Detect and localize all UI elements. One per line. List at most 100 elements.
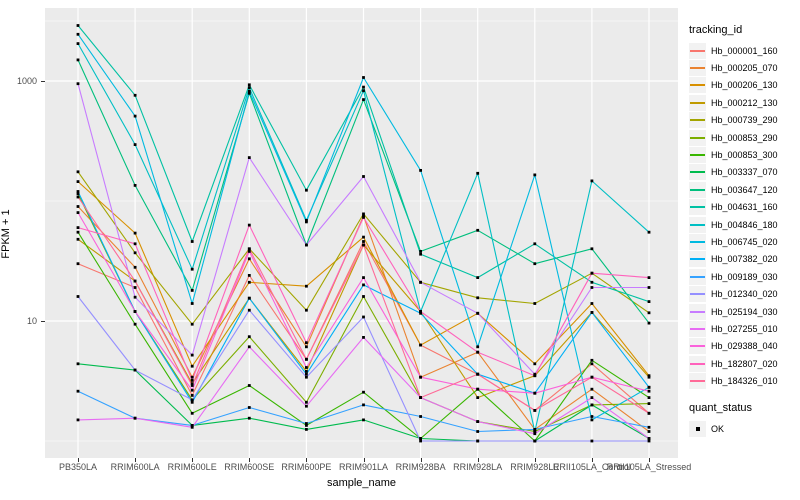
legend-key-swatch [689, 60, 706, 77]
data-point [247, 91, 251, 95]
quant-status-title: quant_status [689, 401, 752, 414]
data-point [190, 302, 194, 305]
legend-item: Hb_000205_070 [689, 59, 799, 77]
legend-item-label: Hb_000853_300 [711, 150, 778, 161]
legend-item: Hb_029388_040 [689, 338, 799, 355]
quant-status-item: OK [689, 420, 799, 437]
series-color-line-icon [690, 275, 705, 278]
data-point [190, 364, 194, 368]
data-point [190, 322, 194, 326]
x-tick-label: RRIM928LE [510, 462, 560, 472]
data-point [76, 190, 80, 193]
series-color-line-icon [690, 345, 705, 348]
data-point [190, 382, 194, 386]
data-point [305, 404, 308, 408]
data-point [419, 280, 422, 284]
data-point [190, 379, 194, 382]
data-point [305, 308, 308, 312]
data-point [133, 322, 137, 326]
data-point [419, 375, 422, 379]
legend-item-label: Hb_003337_070 [711, 167, 778, 178]
data-point [590, 387, 594, 391]
legend-items: Hb_000001_160 Hb_000205_070 Hb_000206_130 H… [689, 42, 799, 390]
data-point [247, 345, 251, 349]
data-point [647, 375, 651, 379]
data-point [647, 300, 651, 303]
legend-item: Hb_000739_290 [689, 112, 799, 129]
data-point [590, 271, 594, 275]
quant-status-group: quant_status OK [689, 402, 799, 437]
legend-key-swatch [689, 147, 706, 164]
legend-key-swatch [689, 164, 706, 181]
legend-key-swatch [689, 355, 706, 372]
quant-status-key [689, 420, 706, 437]
y-tick-label: 1000 [16, 76, 37, 86]
data-point [647, 230, 651, 234]
legend-item-label: Hb_184326_010 [711, 376, 778, 387]
data-point [647, 439, 651, 443]
x-tick-mark [591, 458, 593, 462]
y-tick-label: 10 [26, 316, 37, 326]
data-point [647, 430, 651, 433]
data-point [76, 295, 80, 298]
plot-panel [45, 8, 678, 458]
data-point [305, 428, 308, 431]
data-point [76, 418, 80, 422]
data-point [419, 437, 422, 440]
legend-item: Hb_000853_290 [689, 129, 799, 146]
data-point [247, 335, 251, 339]
x-tick-mark [135, 458, 137, 462]
data-point [76, 82, 80, 86]
data-point [133, 279, 137, 283]
data-point [590, 179, 594, 183]
legend-item: Hb_182807_020 [689, 355, 799, 372]
legend-item-label: Hb_003647_120 [711, 184, 778, 195]
data-point [590, 311, 594, 314]
data-point [305, 341, 308, 345]
data-point [362, 212, 365, 216]
data-point [190, 353, 194, 357]
data-point [647, 402, 651, 405]
data-point [305, 366, 308, 369]
legend-item: Hb_027255_010 [689, 320, 799, 337]
data-point [247, 223, 251, 227]
legend-item-label: Hb_009189_030 [711, 271, 778, 282]
data-point [419, 252, 422, 256]
legend-key-swatch [689, 94, 706, 111]
data-point [362, 240, 365, 243]
legend-key-swatch [689, 129, 706, 146]
data-point [590, 375, 594, 379]
data-point [476, 387, 480, 391]
data-point [76, 192, 80, 196]
data-point [247, 257, 251, 261]
legend-item: Hb_000206_130 [689, 77, 799, 94]
data-point [247, 416, 251, 420]
x-tick-mark [649, 458, 650, 462]
legend-key-swatch [689, 216, 706, 233]
data-point [190, 398, 194, 402]
data-point [247, 274, 251, 277]
data-point [476, 350, 480, 354]
legend-key-swatch [689, 286, 706, 303]
series-color-line-icon [690, 293, 705, 296]
data-point [590, 358, 594, 362]
data-point [362, 216, 365, 219]
legend-item-label: Hb_007382_020 [711, 254, 778, 265]
data-point [190, 267, 194, 271]
legend-item-label: Hb_000212_130 [711, 97, 778, 108]
data-point [476, 228, 480, 232]
x-tick-mark [192, 458, 194, 462]
data-point [362, 403, 365, 407]
data-point [190, 289, 194, 292]
data-point [476, 296, 480, 300]
data-point [190, 424, 194, 427]
legend-item-label: Hb_012340_020 [711, 289, 778, 300]
data-point [590, 415, 594, 418]
data-point [133, 93, 137, 97]
data-point [305, 370, 308, 373]
legend-key-swatch [689, 338, 706, 355]
series-color-line-icon [690, 119, 705, 122]
x-tick-label: RRIM928LA [453, 462, 503, 472]
legend: tracking_id Hb_000001_160 Hb_000205_070 Hb… [689, 24, 799, 437]
data-point [647, 396, 651, 399]
